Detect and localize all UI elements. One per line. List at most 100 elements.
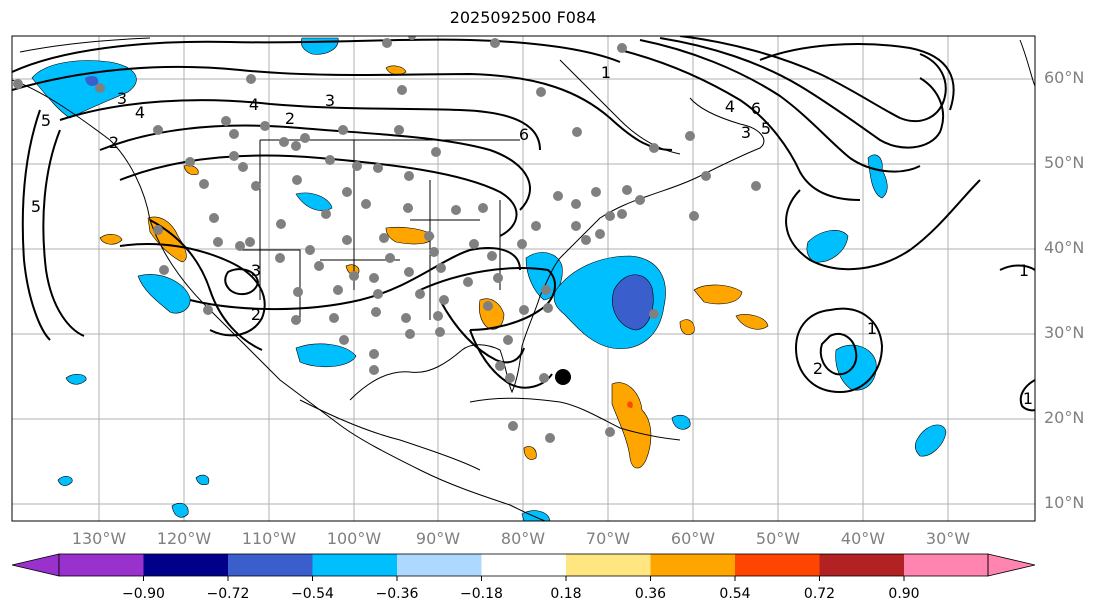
contour-line <box>189 247 521 311</box>
negative-region-greenland-south <box>867 154 888 199</box>
contour-label: 6 <box>751 99 761 118</box>
contour-label: 1 <box>867 319 877 338</box>
negative-region-small-1 <box>671 414 691 430</box>
negative-region-small-6 <box>195 474 210 486</box>
contour-label: 1 <box>601 63 611 82</box>
contour-label: 2 <box>813 359 823 378</box>
negative-region-central-atlantic <box>835 344 877 391</box>
lon-label: 90°W <box>415 529 461 548</box>
negative-region-sw <box>137 274 191 314</box>
colorbar-tick-label: 0.18 <box>550 586 582 602</box>
negative-region-small-3 <box>171 502 189 518</box>
negative-region-small-2 <box>65 374 87 385</box>
contour-label: 1 <box>1023 389 1033 408</box>
colorbar-tick-label: 0.90 <box>888 586 920 602</box>
storm-center-marker <box>555 369 571 385</box>
colorbar-segment <box>566 554 651 576</box>
contour-label: 5 <box>41 111 51 130</box>
colorbar-segment <box>397 554 482 576</box>
positive-region-atlantic-3 <box>735 314 769 330</box>
lat-label: 10°N <box>1044 493 1085 512</box>
contour-label: 5 <box>31 197 41 216</box>
colorbar-tick-label: 0.36 <box>634 586 667 602</box>
contour-line <box>439 299 525 364</box>
negative-region-small-4 <box>521 510 551 521</box>
contour-label: 4 <box>249 95 259 114</box>
contour-line <box>149 219 263 351</box>
lon-label: 120°W <box>156 529 212 548</box>
contour-line <box>59 99 541 151</box>
lon-label: 70°W <box>585 529 631 548</box>
contour-label: 6 <box>519 125 529 144</box>
negative-region-midatlantic-east <box>806 230 849 263</box>
contour-label: 3 <box>741 123 751 142</box>
lon-label: 130°W <box>71 529 127 548</box>
positive-core-caribbean <box>627 401 633 408</box>
contour-line <box>639 39 921 173</box>
contour-line <box>1019 379 1035 412</box>
contour-label: 5 <box>761 119 771 138</box>
negative-region-small-5 <box>57 476 73 486</box>
lon-label: 110°W <box>241 529 297 548</box>
contour-line <box>99 124 531 211</box>
negative-region-mexico <box>295 343 357 368</box>
contour-line <box>12 65 673 151</box>
contour-line <box>819 333 858 376</box>
positive-region-pacific <box>99 234 123 245</box>
lat-label: 50°N <box>1044 153 1085 172</box>
positive-region-caribbean <box>611 382 652 469</box>
contour-label: 4 <box>725 97 735 116</box>
contour-line <box>42 129 85 337</box>
contour-line <box>619 49 861 201</box>
colorbar-tick-label: −0.54 <box>291 586 334 602</box>
contour-label: 2 <box>251 305 261 324</box>
colorbar-segment <box>312 554 397 576</box>
colorbar-tick-label: −0.90 <box>122 586 165 602</box>
positive-region-small-1 <box>523 446 537 460</box>
colorbar-segment <box>59 554 144 576</box>
negative-region-east <box>914 424 947 457</box>
coastlines-and-borders <box>12 37 1035 521</box>
colorbar-segment <box>650 554 735 576</box>
colorbar-segment <box>143 554 228 576</box>
colorbar-segment <box>904 554 988 576</box>
contour-line <box>759 43 955 111</box>
negative-core-alaska <box>85 76 99 86</box>
contour-line <box>119 243 266 337</box>
lat-label: 60°N <box>1044 68 1085 87</box>
colorbar <box>11 553 1036 581</box>
positive-region-atlantic-1 <box>693 284 743 305</box>
colorbar-segment <box>228 554 313 576</box>
negative-region-plains <box>295 192 333 211</box>
lat-label: 30°N <box>1044 323 1085 342</box>
lon-label: 60°W <box>670 529 716 548</box>
contours <box>12 36 1035 412</box>
lon-label: 80°W <box>500 529 546 548</box>
contour-line <box>21 109 51 341</box>
colorbar-tick-label: −0.18 <box>460 586 503 602</box>
station-markers <box>13 36 761 443</box>
lon-label: 50°W <box>755 529 801 548</box>
contour-label: 4 <box>135 103 145 122</box>
lat-label: 40°N <box>1044 238 1085 257</box>
positive-region-hudson <box>385 65 407 75</box>
lat-label: 20°N <box>1044 408 1085 427</box>
lon-label: 30°W <box>925 529 971 548</box>
colorbar-extend-right <box>987 553 1036 577</box>
colorbar-tick-label: −0.72 <box>206 586 250 602</box>
contour-line <box>419 267 556 331</box>
contour-label: 2 <box>109 133 119 152</box>
colorbar-tick-label: 0.72 <box>803 586 836 602</box>
colorbar-segment <box>735 554 820 576</box>
map-title: 2025092500 F084 <box>449 8 597 27</box>
contour-labels: 4 3 2 6 5 4 3 2 5 6 5 4 3 1 3 2 1 2 1 1 <box>31 63 1033 408</box>
contour-line <box>12 38 621 73</box>
contour-label: 3 <box>251 261 261 280</box>
map-frame <box>11 35 1036 522</box>
colorbar-tick-label: 0.54 <box>719 586 751 602</box>
lon-label: 100°W <box>326 529 382 548</box>
colorbar-segment <box>481 554 566 576</box>
lon-label: 40°W <box>840 529 886 548</box>
positive-region-atlantic-2 <box>679 319 695 335</box>
